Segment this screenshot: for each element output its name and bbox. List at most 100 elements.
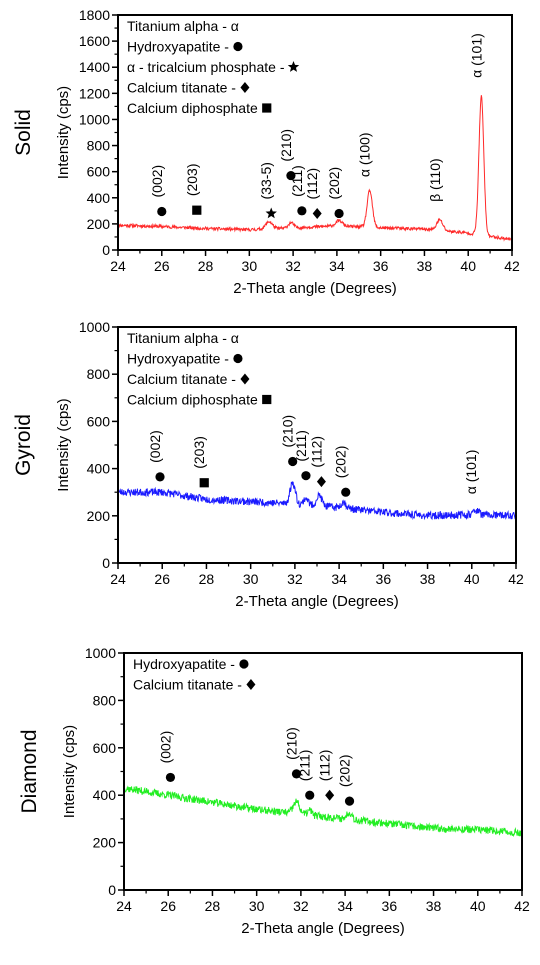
x-tick-label: 30 <box>243 571 259 587</box>
x-tick-label: 28 <box>198 258 214 274</box>
panel-label: Diamond <box>18 729 41 813</box>
circle-marker <box>233 353 243 364</box>
peak-label: (112) <box>304 168 320 200</box>
circle-marker <box>291 769 302 779</box>
circle-marker <box>301 471 311 481</box>
legend-entry: Hydroxyapatite - <box>127 351 229 367</box>
star-marker <box>287 61 300 72</box>
circle-marker <box>334 208 344 219</box>
peak-annotation: (202) <box>326 167 344 219</box>
y-tick-label: 1000 <box>85 645 116 661</box>
peak-label: (211) <box>289 165 305 197</box>
legend-entry: Calcium diphosphate <box>127 100 258 116</box>
peak-label: α (101) <box>463 450 479 495</box>
peak-label: α (101) <box>468 33 484 78</box>
y-tick-label: 800 <box>87 366 111 382</box>
peak-label: β (110) <box>427 158 443 202</box>
peak-label: (202) <box>337 754 353 787</box>
legend: Hydroxyapatite - Calcium titanate - <box>133 656 256 693</box>
peak-annotation: (211) <box>297 750 315 800</box>
y-tick-label: 200 <box>87 216 111 232</box>
x-axis-label: 2-Theta angle (Degrees) <box>233 280 396 297</box>
peak-annotation: (002) <box>147 430 165 482</box>
diamond-marker <box>240 373 250 385</box>
x-axis-label: 2-Theta angle (Degrees) <box>241 920 404 937</box>
x-tick-label: 28 <box>205 898 221 914</box>
x-tick-label: 36 <box>382 898 398 914</box>
peak-annotation: (211) <box>293 430 311 481</box>
legend-entry: Titanium alpha - α <box>127 330 239 346</box>
circle-marker <box>157 206 167 217</box>
y-tick-label: 800 <box>87 138 111 154</box>
diamond-marker <box>240 82 250 93</box>
y-axis-label: Intensity (cps) <box>55 86 72 179</box>
legend-entry: α - tricalcium phosphate - <box>127 59 285 75</box>
peak-label: (202) <box>333 446 349 479</box>
peak-annotation: (202) <box>337 754 355 806</box>
peak-annotation: (112) <box>317 750 335 801</box>
peak-label: (211) <box>297 750 313 782</box>
y-tick-label: 200 <box>93 835 117 851</box>
y-tick-label: 1400 <box>79 59 110 75</box>
legend: Titanium alpha - α Hydroxyapatite - Calciu… <box>127 330 272 408</box>
circle-marker <box>155 472 165 482</box>
circle-marker <box>165 772 176 783</box>
x-tick-label: 36 <box>376 571 392 587</box>
y-tick-label: 1600 <box>79 33 110 49</box>
legend-entry: Hydroxyapatite - <box>127 39 229 55</box>
peak-annotation: α (101) <box>468 33 484 78</box>
x-tick-label: 34 <box>331 571 347 587</box>
x-tick-label: 40 <box>460 258 476 274</box>
x-tick-label: 28 <box>199 571 215 587</box>
x-tick-label: 30 <box>242 258 258 274</box>
legend-entry: Calcium titanate - <box>127 80 236 96</box>
peak-annotation: α (100) <box>357 132 373 177</box>
peak-annotation: α (101) <box>463 450 479 495</box>
y-tick-label: 600 <box>87 164 111 180</box>
square-marker <box>262 103 272 113</box>
y-tick-label: 1000 <box>79 111 110 127</box>
x-tick-label: 36 <box>373 258 389 274</box>
peak-annotation: β (110) <box>427 158 443 202</box>
peak-annotation: (112) <box>308 436 326 488</box>
peak-annotation: (210) <box>278 129 296 181</box>
peak-label: (210) <box>283 727 299 760</box>
diamond-marker <box>316 476 326 488</box>
x-tick-label: 30 <box>249 898 265 914</box>
peak-annotation: (002) <box>149 165 167 217</box>
x-tick-label: 42 <box>514 898 530 914</box>
chart-panel-gyroid: 24 26 28 30 32 34 36 38 40 42 0 200 400 600 800 1000 2-T… <box>12 319 524 610</box>
circle-marker <box>344 796 355 806</box>
y-tick-label: 600 <box>87 413 111 429</box>
square-marker <box>262 394 272 405</box>
circle-marker <box>239 659 249 669</box>
x-tick-label: 34 <box>337 898 353 914</box>
y-tick-label: 1000 <box>79 319 110 335</box>
peak-annotation: (210) <box>280 415 298 467</box>
legend-entry: Calcium titanate - <box>133 677 242 693</box>
peak-label: (203) <box>191 436 207 469</box>
x-tick-label: 26 <box>154 258 170 274</box>
peak-annotation: (203) <box>191 436 209 488</box>
legend-entry: Calcium titanate - <box>127 371 236 387</box>
x-tick-label: 38 <box>426 898 442 914</box>
diamond-marker <box>325 789 335 801</box>
circle-marker <box>305 790 315 800</box>
x-tick-label: 34 <box>329 258 345 274</box>
legend-entry: Hydroxyapatite - <box>133 656 235 672</box>
x-tick-label: 26 <box>154 571 170 587</box>
peak-label: (002) <box>149 165 165 198</box>
peak-label: (112) <box>308 436 324 468</box>
peak-label: (210) <box>280 415 296 448</box>
peak-annotation: (203) <box>184 163 202 215</box>
peak-label: α (100) <box>357 132 373 177</box>
circle-marker <box>286 170 296 181</box>
y-tick-label: 400 <box>87 190 111 206</box>
peak-label: (002) <box>147 430 163 463</box>
chart-panel-solid: 24 26 28 30 32 34 36 38 40 42 0 200 400 600 800 1000 120… <box>12 7 520 297</box>
diamond-marker <box>312 207 322 219</box>
panel-label: Solid <box>12 109 35 156</box>
x-tick-label: 24 <box>116 898 132 914</box>
